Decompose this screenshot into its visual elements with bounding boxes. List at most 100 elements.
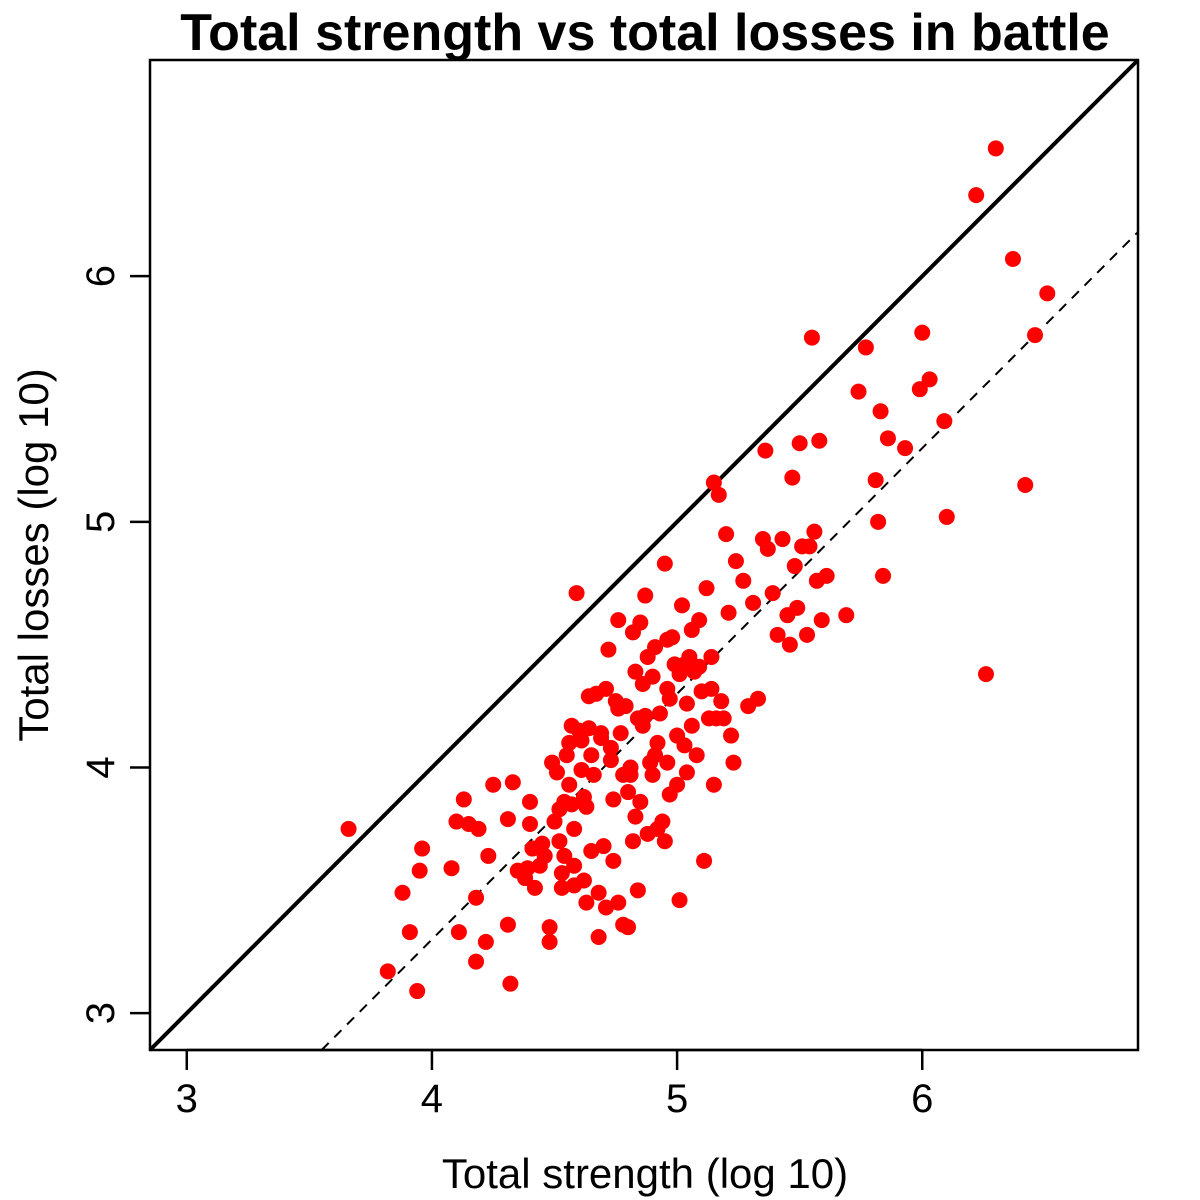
data-point xyxy=(573,732,590,749)
data-point xyxy=(806,523,823,540)
data-point xyxy=(590,928,607,945)
data-point xyxy=(683,621,700,638)
data-point xyxy=(627,808,644,825)
data-point xyxy=(757,442,774,459)
data-point xyxy=(602,752,619,769)
data-point xyxy=(409,983,426,1000)
data-point xyxy=(551,833,568,850)
data-point xyxy=(534,835,551,852)
data-point xyxy=(781,636,798,653)
data-point xyxy=(566,877,583,894)
data-point xyxy=(620,919,637,936)
data-point xyxy=(710,486,727,503)
data-point xyxy=(669,776,686,793)
data-point xyxy=(713,693,730,710)
data-point xyxy=(683,717,700,734)
data-point xyxy=(610,700,627,717)
data-point xyxy=(784,469,801,486)
x-tick-label: 4 xyxy=(421,1077,443,1121)
data-point xyxy=(745,594,762,611)
data-point xyxy=(698,580,715,597)
data-point xyxy=(651,705,668,722)
data-point xyxy=(605,791,622,808)
data-point xyxy=(656,833,673,850)
data-point xyxy=(600,641,617,658)
data-point xyxy=(791,435,808,452)
data-point xyxy=(556,793,573,810)
data-point xyxy=(644,766,661,783)
data-point xyxy=(590,884,607,901)
data-point xyxy=(553,879,570,896)
data-point xyxy=(585,766,602,783)
data-point xyxy=(414,840,431,857)
data-point xyxy=(602,739,619,756)
data-point xyxy=(803,329,820,346)
data-point xyxy=(872,403,889,420)
data-point xyxy=(566,820,583,837)
data-point xyxy=(656,555,673,572)
data-point xyxy=(566,857,583,874)
data-point xyxy=(769,626,786,643)
data-point xyxy=(676,737,693,754)
data-point xyxy=(911,381,928,398)
data-point xyxy=(455,791,472,808)
data-point xyxy=(556,847,573,864)
data-point xyxy=(470,820,487,837)
y-tick-label: 5 xyxy=(79,511,123,533)
data-point xyxy=(818,567,835,584)
data-point xyxy=(637,707,654,724)
data-point xyxy=(938,508,955,525)
data-point xyxy=(725,754,742,771)
data-point xyxy=(519,860,536,877)
x-tick-label: 6 xyxy=(911,1077,933,1121)
data-point xyxy=(678,764,695,781)
data-point xyxy=(703,680,720,697)
data-point xyxy=(561,776,578,793)
data-point xyxy=(541,919,558,936)
data-point xyxy=(914,324,931,341)
data-point xyxy=(674,597,690,614)
data-point xyxy=(522,793,538,810)
data-point xyxy=(610,894,627,911)
data-point xyxy=(468,953,485,970)
data-point xyxy=(632,614,649,631)
data-point xyxy=(786,558,803,575)
data-point xyxy=(553,865,570,882)
x-tick-label: 3 xyxy=(176,1077,198,1121)
data-point xyxy=(624,833,641,850)
chart-title: Total strength vs total losses in battle xyxy=(180,4,1109,62)
data-point xyxy=(1027,327,1044,344)
data-point xyxy=(632,793,649,810)
data-point xyxy=(811,432,828,449)
data-point xyxy=(548,764,565,781)
data-point xyxy=(727,553,744,570)
data-point xyxy=(764,585,781,602)
x-axis-label: Total strength (log 10) xyxy=(442,1150,848,1197)
data-point xyxy=(649,734,666,751)
data-point xyxy=(968,187,985,204)
y-tick-label: 4 xyxy=(79,756,123,778)
data-point xyxy=(598,680,614,697)
data-point xyxy=(801,538,818,555)
data-point xyxy=(879,430,896,447)
data-point xyxy=(1039,285,1056,302)
data-point xyxy=(450,924,467,941)
data-point xyxy=(499,916,516,933)
data-point xyxy=(583,843,600,860)
data-point xyxy=(593,725,610,742)
data-point xyxy=(705,474,722,491)
data-point xyxy=(394,884,411,901)
data-point xyxy=(857,339,874,356)
data-point xyxy=(612,725,629,742)
data-point xyxy=(659,631,676,648)
data-point xyxy=(647,747,664,764)
data-point xyxy=(575,788,592,805)
data-point xyxy=(750,690,766,707)
data-point xyxy=(875,567,892,584)
data-point xyxy=(573,761,590,778)
data-point xyxy=(678,695,695,712)
data-point xyxy=(561,734,578,751)
data-point xyxy=(468,889,485,906)
data-point xyxy=(522,815,538,832)
